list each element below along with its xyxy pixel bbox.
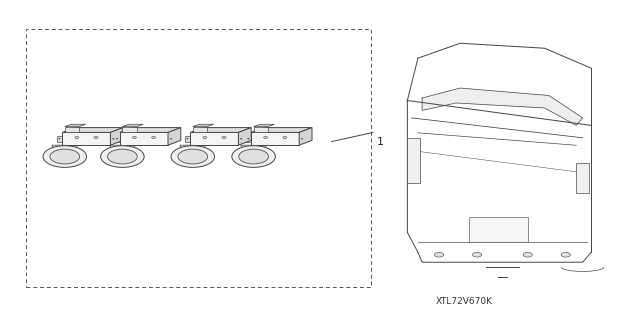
Circle shape (94, 137, 98, 138)
Circle shape (264, 137, 268, 138)
Circle shape (116, 138, 118, 139)
Polygon shape (57, 136, 63, 142)
Polygon shape (65, 124, 86, 127)
Polygon shape (422, 88, 582, 125)
Polygon shape (65, 127, 79, 132)
Circle shape (100, 146, 144, 167)
Polygon shape (239, 128, 252, 145)
Bar (577, 163, 589, 193)
Circle shape (170, 138, 172, 139)
Circle shape (203, 137, 207, 138)
Polygon shape (180, 145, 206, 148)
Polygon shape (122, 124, 143, 127)
Polygon shape (168, 128, 181, 145)
Circle shape (435, 252, 444, 257)
Polygon shape (109, 145, 136, 148)
Polygon shape (252, 132, 300, 145)
Polygon shape (191, 132, 239, 145)
Polygon shape (110, 128, 123, 145)
Polygon shape (241, 145, 267, 148)
Circle shape (108, 149, 137, 164)
Polygon shape (120, 128, 181, 132)
Circle shape (222, 137, 226, 138)
Bar (26, 29, 371, 287)
Circle shape (241, 138, 242, 139)
Polygon shape (63, 132, 110, 145)
Bar (468, 218, 528, 242)
Circle shape (178, 149, 207, 164)
Circle shape (232, 146, 275, 167)
Circle shape (152, 137, 156, 138)
Circle shape (43, 146, 86, 167)
Polygon shape (246, 136, 252, 142)
Polygon shape (168, 136, 174, 142)
Polygon shape (122, 127, 137, 132)
Circle shape (50, 149, 79, 164)
Polygon shape (52, 145, 78, 148)
Polygon shape (63, 128, 123, 132)
Bar (407, 138, 420, 182)
Circle shape (523, 252, 532, 257)
Circle shape (301, 138, 303, 139)
Polygon shape (239, 136, 244, 142)
Polygon shape (193, 127, 207, 132)
Polygon shape (191, 128, 252, 132)
Circle shape (472, 252, 482, 257)
Text: XTL72V670K: XTL72V670K (435, 297, 493, 306)
Polygon shape (300, 128, 312, 145)
Circle shape (171, 146, 214, 167)
Polygon shape (252, 128, 312, 132)
Polygon shape (120, 132, 168, 145)
Polygon shape (253, 124, 275, 127)
Polygon shape (110, 136, 116, 142)
Circle shape (113, 138, 114, 139)
Polygon shape (184, 136, 191, 142)
Circle shape (239, 149, 268, 164)
Circle shape (59, 138, 60, 139)
Circle shape (75, 137, 79, 138)
Polygon shape (114, 136, 120, 142)
Polygon shape (253, 127, 268, 132)
Circle shape (561, 252, 570, 257)
Circle shape (132, 137, 136, 138)
Circle shape (283, 137, 287, 138)
Circle shape (248, 138, 249, 139)
Polygon shape (300, 136, 305, 142)
Text: 1: 1 (378, 137, 384, 147)
Polygon shape (193, 124, 214, 127)
Circle shape (187, 138, 188, 139)
